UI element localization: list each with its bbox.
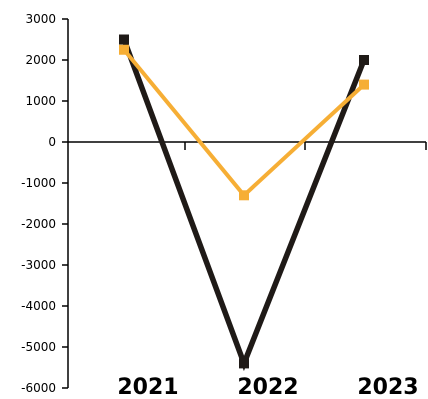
axes (67, 19, 426, 388)
y-tick-label: -5000 (21, 340, 56, 354)
data-point-marker (239, 358, 249, 369)
y-tick-label: -6000 (21, 381, 56, 395)
data-point-marker (239, 190, 249, 201)
series-line (121, 38, 367, 372)
data-point-marker (359, 79, 369, 90)
x-tick-label: 2023 (357, 375, 418, 399)
y-tick-label: 0 (48, 135, 56, 149)
y-tick-label: -4000 (21, 299, 56, 313)
data-point-marker (119, 44, 129, 55)
x-tick-label: 2021 (117, 375, 178, 399)
x-ticks: 2021 2022 2023 (117, 142, 427, 399)
x-tick-label: 2022 (237, 375, 298, 399)
y-tick-label: 3000 (25, 12, 56, 26)
data-point-marker (359, 55, 369, 65)
series-group (119, 34, 369, 372)
y-ticks: 3000 2000 1000 0 -1000 -2000 -3000 -4000 -5000 -6… (21, 12, 68, 395)
data-point-marker (119, 34, 129, 45)
y-tick-label: 1000 (25, 94, 56, 108)
y-tick-label: -1000 (21, 176, 56, 190)
y-tick-label: -2000 (21, 217, 56, 231)
y-tick-label: -3000 (21, 258, 56, 272)
y-tick-label: 2000 (25, 53, 56, 67)
series-line (122, 48, 366, 199)
